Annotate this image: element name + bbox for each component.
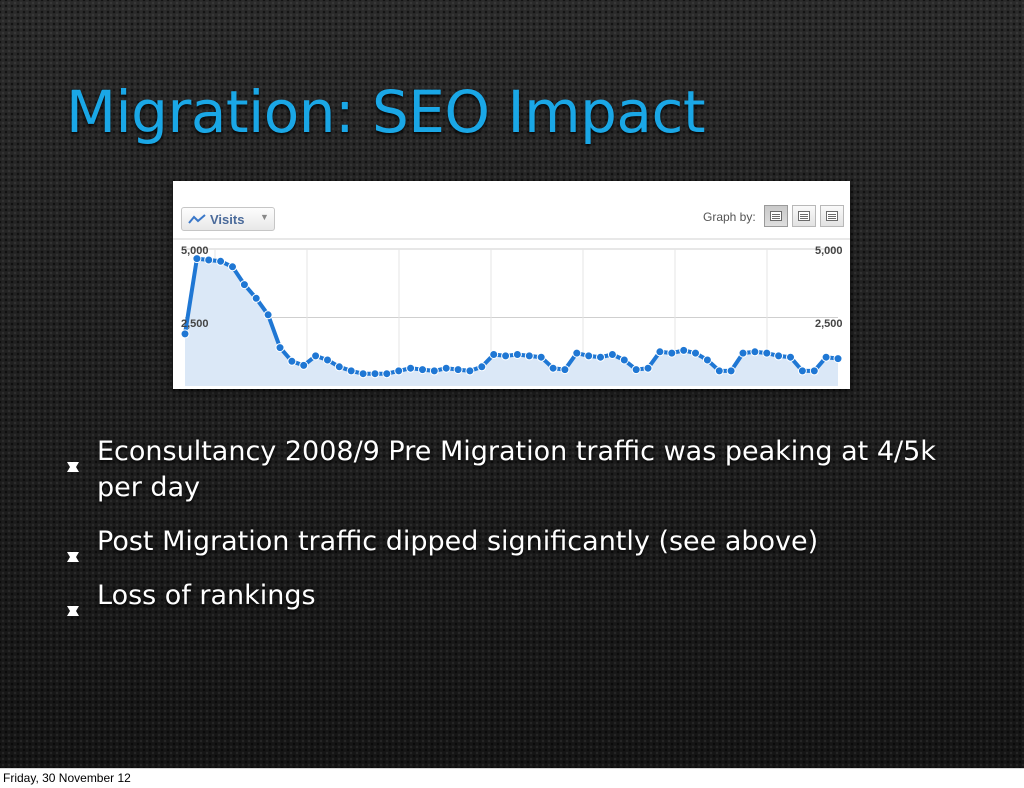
- month-icon: [826, 211, 838, 221]
- data-point: [643, 363, 653, 373]
- data-point: [465, 366, 475, 376]
- week-icon: [798, 211, 810, 221]
- chevron-down-icon: ▼: [260, 212, 269, 222]
- data-point: [299, 360, 309, 370]
- data-point: [477, 362, 487, 372]
- y-tick-right-2500: 2,500: [815, 318, 843, 330]
- graph-by-day-button[interactable]: [764, 205, 788, 227]
- bullet-item: Econsultancy 2008/9 Pre Migration traffi…: [66, 434, 966, 506]
- y-tick-left-2500: 2,500: [181, 318, 209, 330]
- visits-metric-button[interactable]: Visits ▼: [181, 207, 275, 231]
- data-point: [370, 369, 380, 379]
- data-point: [750, 347, 760, 357]
- footer-date: Friday, 30 November 12: [3, 771, 131, 785]
- data-point: [275, 343, 285, 353]
- data-point: [263, 310, 273, 320]
- data-point: [192, 254, 202, 264]
- data-point: [512, 350, 522, 359]
- data-point: [714, 366, 724, 376]
- data-point: [406, 363, 416, 373]
- y-tick-left-5000: 5,000: [181, 245, 209, 257]
- data-point: [619, 355, 629, 365]
- bullet-item: Loss of rankings: [66, 578, 966, 616]
- y-tick-right-5000: 5,000: [815, 245, 843, 257]
- data-point: [833, 354, 843, 364]
- data-point: [501, 351, 511, 361]
- data-point: [726, 366, 736, 376]
- bullet-marker-icon: [66, 447, 80, 472]
- data-point: [228, 262, 237, 272]
- data-point: [358, 369, 368, 379]
- data-point: [667, 348, 677, 358]
- data-point: [429, 366, 439, 376]
- bullet-text: Loss of rankings: [97, 580, 316, 611]
- data-point: [524, 351, 534, 361]
- data-point: [180, 329, 190, 339]
- graph-by-label: Graph by:: [703, 210, 756, 224]
- data-point: [394, 366, 404, 376]
- data-point: [679, 345, 689, 355]
- data-point: [572, 348, 582, 358]
- data-point: [809, 366, 819, 376]
- data-point: [204, 255, 214, 265]
- data-point: [560, 365, 570, 375]
- data-point: [216, 256, 226, 266]
- data-point: [702, 355, 712, 365]
- data-point: [607, 350, 617, 359]
- data-point: [323, 355, 332, 365]
- data-point: [691, 348, 700, 358]
- data-point: [655, 347, 665, 357]
- bullet-item: Post Migration traffic dipped significan…: [66, 524, 966, 562]
- series-area: [185, 258, 838, 386]
- data-point: [418, 365, 427, 375]
- data-point: [548, 363, 558, 373]
- bullet-marker-icon: [66, 537, 80, 562]
- data-point: [239, 280, 249, 290]
- visits-chart: [173, 238, 850, 386]
- bullet-marker-icon: [66, 591, 80, 616]
- bullet-list: Econsultancy 2008/9 Pre Migration traffi…: [66, 434, 966, 616]
- day-icon: [770, 211, 782, 221]
- visits-metric-label: Visits: [210, 212, 245, 227]
- slide: Migration: SEO Impact Visits ▼ Graph by:…: [66, 78, 966, 616]
- data-point: [489, 350, 499, 359]
- data-point: [774, 351, 784, 361]
- data-point: [453, 365, 463, 375]
- data-point: [738, 348, 748, 358]
- data-point: [631, 365, 641, 375]
- data-point: [584, 351, 594, 361]
- graph-by-week-button[interactable]: [792, 205, 816, 227]
- data-point: [382, 369, 392, 379]
- graph-by-month-button[interactable]: [820, 205, 844, 227]
- slide-title: Migration: SEO Impact: [66, 78, 706, 146]
- data-point: [287, 356, 297, 366]
- data-point: [346, 366, 356, 376]
- footer-bar: Friday, 30 November 12: [0, 768, 1024, 788]
- data-point: [797, 366, 807, 376]
- data-point: [762, 348, 772, 358]
- data-point: [786, 352, 795, 362]
- bullet-text: Post Migration traffic dipped significan…: [97, 526, 819, 557]
- data-point: [596, 352, 605, 362]
- data-point: [536, 352, 546, 362]
- data-point: [821, 352, 831, 362]
- analytics-chart-screenshot: Visits ▼ Graph by: 5,000 2,500 5,000 2,5…: [173, 181, 850, 389]
- data-point: [311, 351, 321, 361]
- data-point: [251, 293, 261, 303]
- bullet-text: Econsultancy 2008/9 Pre Migration traffi…: [97, 436, 936, 503]
- data-point: [441, 363, 451, 373]
- data-point: [334, 362, 344, 372]
